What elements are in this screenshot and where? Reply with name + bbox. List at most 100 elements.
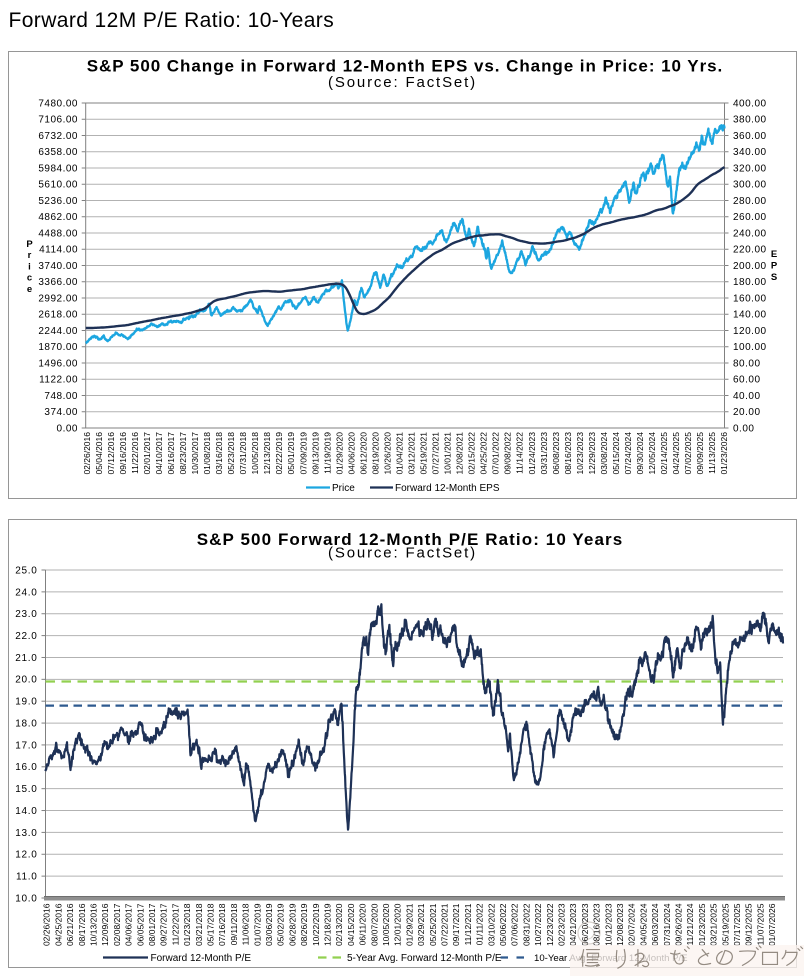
svg-text:200.00: 200.00	[733, 261, 767, 272]
svg-text:03/10/2022: 03/10/2022	[486, 903, 496, 946]
svg-text:Forward 12M P/E Ratio: 10-Year: Forward 12M P/E Ratio: 10-Years	[9, 9, 335, 32]
svg-text:09/17/2021: 09/17/2021	[451, 903, 461, 946]
svg-text:5236.00: 5236.00	[38, 196, 78, 207]
svg-text:(Source: FactSet): (Source: FactSet)	[328, 545, 477, 562]
svg-text:10/13/2016: 10/13/2016	[89, 903, 99, 946]
svg-text:02/14/2025: 02/14/2025	[659, 432, 669, 475]
svg-text:03/08/2024: 03/08/2024	[599, 432, 609, 475]
svg-text:08/16/2023: 08/16/2023	[563, 432, 573, 475]
svg-text:07/31/2018: 07/31/2018	[238, 432, 248, 475]
svg-text:02/13/2020: 02/13/2020	[334, 903, 344, 946]
svg-text:03/29/2021: 03/29/2021	[416, 903, 426, 946]
svg-text:748.00: 748.00	[44, 391, 78, 402]
svg-text:r: r	[28, 250, 32, 261]
svg-text:Price: Price	[332, 483, 355, 494]
svg-text:02/23/2023: 02/23/2023	[557, 903, 567, 946]
svg-text:400.00: 400.00	[733, 98, 767, 109]
svg-text:11/22/2016: 11/22/2016	[130, 432, 140, 474]
svg-text:07/17/2025: 07/17/2025	[732, 903, 742, 946]
svg-text:5610.00: 5610.00	[38, 180, 78, 191]
svg-text:08/01/2017: 08/01/2017	[147, 903, 157, 946]
svg-text:01/08/2018: 01/08/2018	[202, 432, 212, 475]
svg-text:08/26/2019: 08/26/2019	[299, 903, 309, 946]
svg-text:3366.00: 3366.00	[38, 277, 78, 288]
svg-text:4488.00: 4488.00	[38, 228, 78, 239]
svg-text:08/17/2016: 08/17/2016	[77, 903, 87, 946]
svg-text:01/04/2021: 01/04/2021	[395, 432, 405, 475]
svg-text:5-Year Avg. Forward 12-Month P: 5-Year Avg. Forward 12-Month P/E	[347, 953, 502, 964]
svg-text:09/09/2025: 09/09/2025	[695, 432, 705, 475]
svg-text:04/05/2024: 04/05/2024	[638, 903, 648, 946]
svg-text:80.00: 80.00	[733, 358, 761, 369]
svg-text:02/07/2024: 02/07/2024	[627, 903, 637, 946]
svg-text:08/23/2017: 08/23/2017	[178, 432, 188, 475]
svg-text:25.0: 25.0	[15, 565, 37, 576]
svg-text:01/24/2023: 01/24/2023	[527, 432, 537, 475]
svg-text:374.00: 374.00	[44, 407, 78, 418]
svg-text:c: c	[27, 273, 32, 284]
svg-text:03/16/2018: 03/16/2018	[214, 432, 224, 475]
svg-text:03/21/2018: 03/21/2018	[194, 903, 204, 946]
svg-text:360.00: 360.00	[733, 131, 767, 142]
svg-text:01/07/2026: 01/07/2026	[767, 903, 777, 946]
svg-text:06/21/2016: 06/21/2016	[65, 903, 75, 946]
svg-text:01/23/2018: 01/23/2018	[182, 903, 192, 946]
svg-text:07/22/2021: 07/22/2021	[440, 903, 450, 946]
svg-text:06/08/2023: 06/08/2023	[551, 432, 561, 475]
svg-text:23.0: 23.0	[15, 609, 37, 620]
svg-text:05/17/2018: 05/17/2018	[206, 903, 216, 946]
svg-text:11/21/2024: 11/21/2024	[685, 903, 695, 945]
svg-text:06/20/2023: 06/20/2023	[580, 903, 590, 946]
svg-text:11/06/2018: 11/06/2018	[241, 903, 251, 945]
svg-text:21.0: 21.0	[15, 653, 37, 664]
svg-text:11.0: 11.0	[16, 872, 38, 883]
svg-text:05/19/2021: 05/19/2021	[419, 432, 429, 475]
svg-text:0.00: 0.00	[57, 423, 78, 434]
svg-text:07/24/2024: 07/24/2024	[623, 432, 633, 475]
svg-text:15.0: 15.0	[15, 784, 37, 795]
svg-text:11/14/2022: 11/14/2022	[515, 432, 525, 474]
svg-text:180.00: 180.00	[733, 277, 767, 288]
svg-text:22.0: 22.0	[15, 631, 37, 642]
svg-text:19.0: 19.0	[15, 697, 37, 708]
svg-text:12.0: 12.0	[15, 850, 37, 861]
svg-text:12/08/2021: 12/08/2021	[455, 432, 465, 475]
svg-text:03/06/2019: 03/06/2019	[264, 903, 274, 946]
svg-text:P: P	[771, 261, 778, 272]
svg-text:07/31/2024: 07/31/2024	[662, 903, 672, 946]
svg-text:17.0: 17.0	[15, 740, 37, 751]
svg-text:320.00: 320.00	[733, 163, 767, 174]
svg-text:11/22/2017: 11/22/2017	[170, 903, 180, 945]
svg-text:01/29/2020: 01/29/2020	[334, 432, 344, 475]
svg-text:04/10/2017: 04/10/2017	[154, 432, 164, 475]
svg-text:11/07/2025: 11/07/2025	[755, 903, 765, 945]
svg-text:05/19/2025: 05/19/2025	[720, 903, 730, 946]
svg-text:1870.00: 1870.00	[38, 342, 78, 353]
svg-text:12/13/2018: 12/13/2018	[262, 432, 272, 475]
svg-text:10/05/2018: 10/05/2018	[250, 432, 260, 475]
svg-text:02/01/2017: 02/01/2017	[142, 432, 152, 475]
svg-text:10/27/2022: 10/27/2022	[533, 903, 543, 946]
svg-text:01/23/2026: 01/23/2026	[719, 432, 729, 475]
svg-text:04/06/2017: 04/06/2017	[124, 903, 134, 946]
svg-text:S&P 500 Forward 12-Month P/E R: S&P 500 Forward 12-Month P/E Ratio: 10 Y…	[197, 530, 624, 549]
svg-text:05/02/2019: 05/02/2019	[276, 903, 286, 946]
svg-text:11/19/2019: 11/19/2019	[322, 432, 332, 474]
svg-text:01/29/2021: 01/29/2021	[404, 903, 414, 946]
svg-text:3740.00: 3740.00	[38, 261, 78, 272]
svg-text:i: i	[28, 261, 31, 272]
svg-text:14.0: 14.0	[15, 806, 37, 817]
svg-text:4114.00: 4114.00	[39, 245, 78, 256]
svg-text:12/29/2023: 12/29/2023	[587, 432, 597, 475]
svg-text:02/08/2017: 02/08/2017	[112, 903, 122, 946]
svg-text:12/01/2020: 12/01/2020	[393, 903, 403, 946]
svg-text:04/24/2025: 04/24/2025	[671, 432, 681, 475]
svg-text:05/06/2022: 05/06/2022	[498, 903, 508, 946]
svg-text:E: E	[771, 249, 777, 260]
svg-text:10/26/2020: 10/26/2020	[382, 432, 392, 475]
svg-text:06/11/2020: 06/11/2020	[358, 903, 368, 945]
svg-text:S&P 500 Change in Forward 12-M: S&P 500 Change in Forward 12-Month EPS v…	[87, 57, 723, 76]
svg-text:6358.00: 6358.00	[38, 147, 78, 158]
svg-text:10.0: 10.0	[15, 893, 37, 904]
svg-text:S: S	[771, 272, 777, 283]
